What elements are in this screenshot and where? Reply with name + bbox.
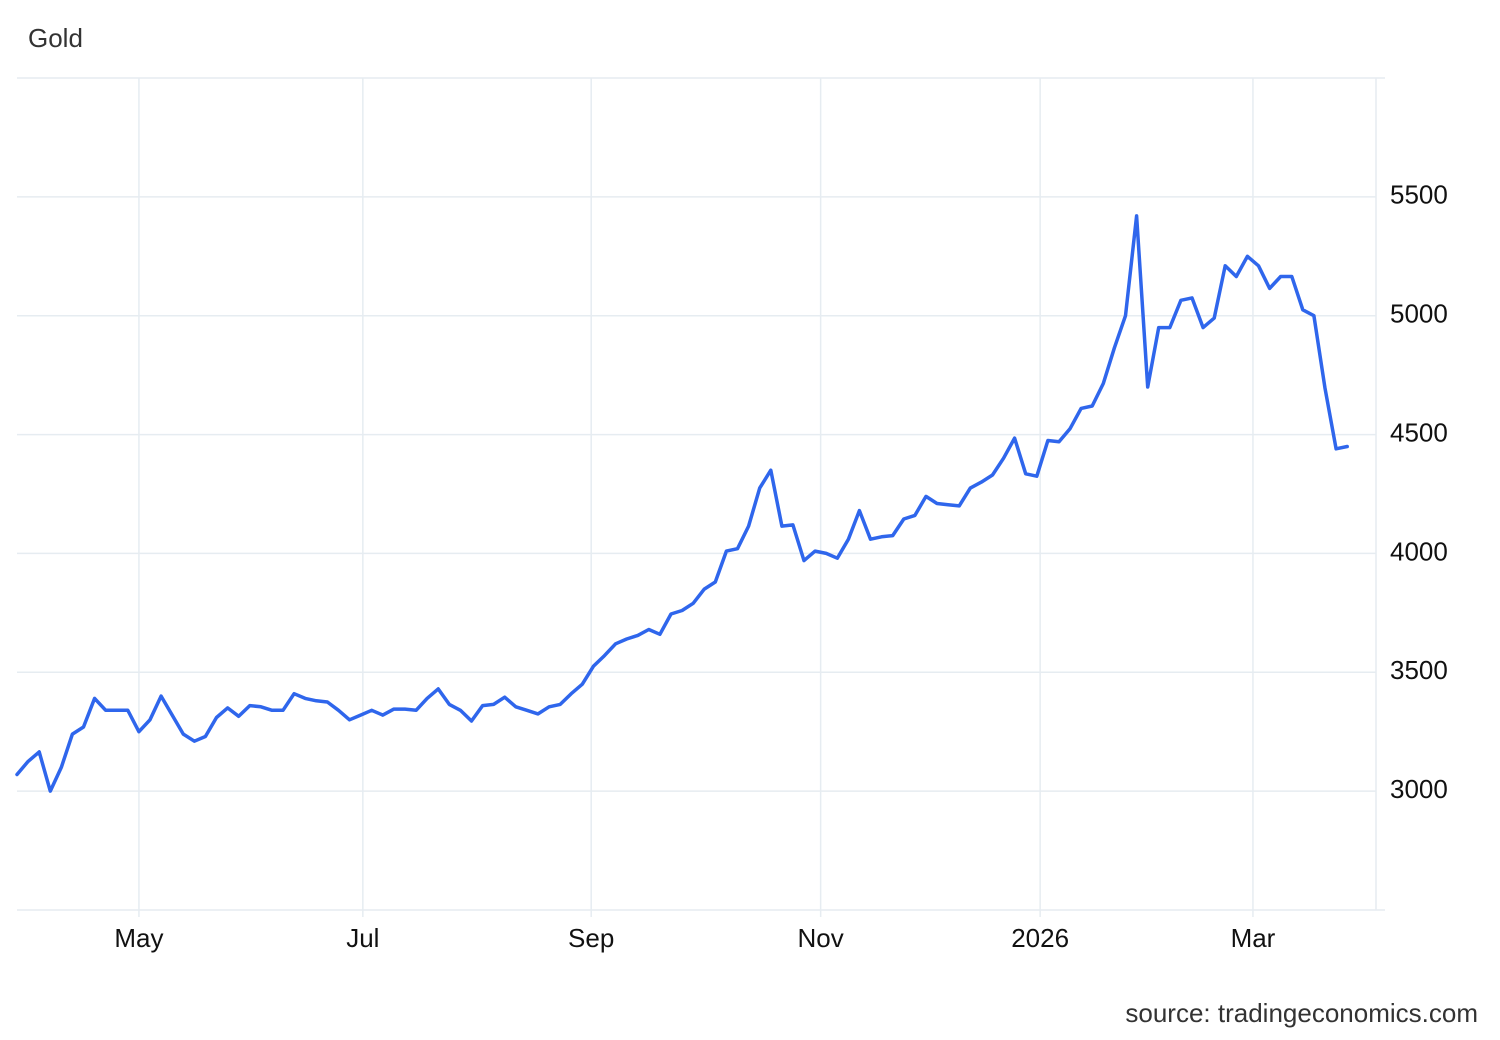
y-tick-label: 5500 xyxy=(1390,180,1448,210)
y-tick-label: 3000 xyxy=(1390,774,1448,804)
y-tick-label: 4500 xyxy=(1390,417,1448,447)
y-tick-label: 5000 xyxy=(1390,299,1448,329)
price-line xyxy=(15,214,1349,793)
x-tick-label: 2026 xyxy=(1011,923,1069,953)
y-tick-label: 3500 xyxy=(1390,655,1448,685)
y-tick-label: 4000 xyxy=(1390,536,1448,566)
source-note: source: tradingeconomics.com xyxy=(1125,998,1478,1028)
x-tick-label: Sep xyxy=(568,923,614,953)
x-tick-label: Mar xyxy=(1231,923,1276,953)
x-tick-label: May xyxy=(114,923,163,953)
x-tick-label: Jul xyxy=(346,923,379,953)
x-tick-label: Nov xyxy=(798,923,844,953)
chart-title: Gold xyxy=(28,23,83,53)
